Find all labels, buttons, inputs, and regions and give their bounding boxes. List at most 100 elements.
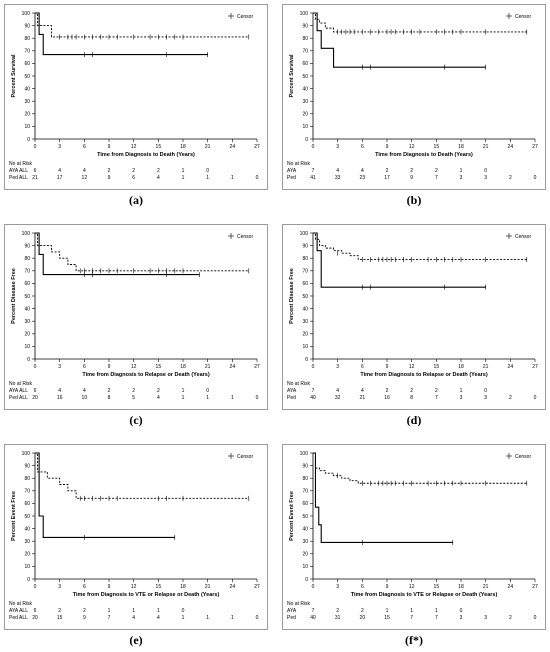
- risk-value: 0: [484, 168, 487, 174]
- risk-value: 41: [310, 175, 316, 181]
- y-tick-label: 30: [24, 99, 30, 105]
- y-tick-label: 10: [302, 344, 308, 350]
- x-tick-label: 0: [312, 584, 315, 590]
- risk-value: 2: [108, 388, 111, 394]
- risk-value: 1: [182, 615, 185, 621]
- x-axis-label: Time from Diagnosis to Relapse or Death …: [82, 372, 210, 378]
- risk-value: 4: [83, 388, 86, 394]
- x-tick-label: 21: [483, 584, 489, 590]
- risk-value: 1: [182, 395, 185, 401]
- risk-value: 16: [384, 395, 390, 401]
- risk-value: 23: [360, 175, 366, 181]
- x-tick-label: 15: [156, 584, 162, 590]
- risk-value: 2: [386, 388, 389, 394]
- risk-table-title: No at Risk: [9, 601, 33, 607]
- risk-value: 8: [108, 395, 111, 401]
- risk-value: 1: [231, 395, 234, 401]
- y-axis-label: Percent Disease Free: [11, 268, 17, 324]
- y-tick-label: 50: [24, 74, 30, 80]
- risk-value: 40: [310, 615, 316, 621]
- risk-value: 4: [336, 388, 339, 394]
- x-tick-label: 24: [508, 144, 514, 150]
- risk-value: 32: [335, 395, 341, 401]
- y-tick-label: 80: [24, 256, 30, 262]
- risk-value: 9: [410, 175, 413, 181]
- risk-value: 6: [34, 388, 37, 394]
- km-curve: [35, 232, 249, 272]
- risk-value: 15: [57, 615, 63, 621]
- risk-value: 2: [361, 608, 364, 614]
- risk-row-label: AYA: [287, 388, 297, 394]
- x-axis-label: Time from Diagnosis to VTE or Relapse or…: [73, 592, 220, 598]
- km-curve: [35, 232, 200, 276]
- x-tick-label: 24: [508, 584, 514, 590]
- risk-value: 2: [386, 168, 389, 174]
- risk-value: 4: [361, 388, 364, 394]
- y-tick-label: 30: [24, 319, 30, 325]
- y-tick-label: 50: [24, 294, 30, 300]
- risk-value: 1: [410, 608, 413, 614]
- x-tick-label: 3: [58, 364, 61, 370]
- risk-value: 7: [312, 388, 315, 394]
- x-tick-label: 27: [254, 364, 260, 370]
- risk-value: 10: [82, 395, 88, 401]
- x-tick-label: 3: [336, 144, 339, 150]
- x-tick-label: 21: [483, 144, 489, 150]
- y-tick-label: 90: [302, 463, 308, 469]
- risk-value: 1: [206, 395, 209, 401]
- risk-value: 7: [312, 168, 315, 174]
- y-tick-label: 20: [24, 552, 30, 558]
- km-panel-f: 0 10 20 30 40 50 60 70 80 90 100 0 3 6 9 12 15 18 21 24 27 Pe…: [282, 444, 546, 630]
- x-tick-label: 15: [434, 584, 440, 590]
- risk-value: 4: [157, 615, 160, 621]
- risk-value: 4: [157, 395, 160, 401]
- y-tick-label: 50: [302, 514, 308, 520]
- x-tick-label: 9: [108, 584, 111, 590]
- y-tick-label: 60: [302, 501, 308, 507]
- x-tick-label: 12: [409, 364, 415, 370]
- y-tick-label: 20: [302, 552, 308, 558]
- risk-value: 6: [34, 608, 37, 614]
- y-tick-label: 50: [24, 514, 30, 520]
- risk-value: 0: [206, 388, 209, 394]
- x-tick-label: 0: [34, 584, 37, 590]
- km-panel-b: 0 10 20 30 40 50 60 70 80 90 100 0 3 6 9 12 15 18 21 24 27 Pe…: [282, 4, 546, 190]
- legend-label: Censor: [515, 234, 531, 240]
- x-tick-label: 0: [312, 144, 315, 150]
- risk-table-title: No at Risk: [287, 601, 311, 607]
- risk-value: 6: [34, 168, 37, 174]
- y-tick-label: 90: [24, 243, 30, 249]
- risk-value: 4: [132, 615, 135, 621]
- y-tick-label: 80: [302, 476, 308, 482]
- x-tick-label: 9: [386, 144, 389, 150]
- risk-value: 1: [132, 608, 135, 614]
- y-tick-label: 0: [305, 137, 308, 143]
- y-tick-label: 30: [302, 539, 308, 545]
- y-tick-label: 0: [27, 137, 30, 143]
- km-curve: [35, 452, 175, 538]
- y-tick-label: 20: [302, 112, 308, 118]
- y-tick-label: 60: [24, 281, 30, 287]
- risk-row-label: Ped: [287, 175, 296, 181]
- risk-value: 3: [484, 615, 487, 621]
- risk-value: 20: [32, 615, 38, 621]
- y-axis-label: Percent Disease Free: [289, 268, 295, 324]
- risk-row-label: Ped: [287, 615, 296, 621]
- risk-value: 2: [509, 615, 512, 621]
- risk-value: 0: [484, 388, 487, 394]
- risk-value: 4: [361, 168, 364, 174]
- y-tick-label: 30: [302, 99, 308, 105]
- risk-value: 3: [484, 175, 487, 181]
- risk-value: 8: [410, 395, 413, 401]
- risk-value: 2: [410, 168, 413, 174]
- risk-table-title: No at Risk: [287, 161, 311, 167]
- x-axis-label: Time from Diagnosis to Death (Years): [375, 152, 473, 158]
- x-tick-label: 6: [361, 584, 364, 590]
- risk-value: 2: [132, 168, 135, 174]
- risk-value: 2: [157, 388, 160, 394]
- y-tick-label: 40: [302, 526, 308, 532]
- x-tick-label: 21: [205, 364, 211, 370]
- x-tick-label: 9: [386, 584, 389, 590]
- risk-value: 1: [182, 168, 185, 174]
- x-tick-label: 12: [409, 584, 415, 590]
